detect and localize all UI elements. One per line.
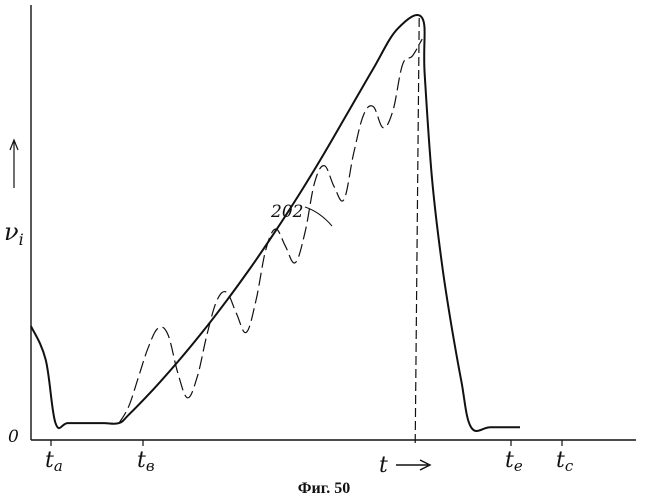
x-tick-labels: tatвtetc (45, 448, 574, 475)
x-tick-label-sub: в (146, 457, 155, 475)
x-tick-label-base: t (137, 448, 146, 473)
curve-label: 202 (270, 202, 303, 222)
x-tick-label-base: t (505, 448, 514, 473)
x-tick-label-tb: tв (137, 448, 155, 475)
x-tick-label-base: t (556, 448, 565, 473)
series-solid-line (31, 15, 520, 431)
y-axis-label: νi (4, 218, 24, 249)
y-origin-label: 0 (8, 427, 19, 447)
x-ticks (51, 440, 562, 446)
te-dashed-marker (415, 18, 419, 444)
x-tick-label-ta: ta (45, 448, 63, 475)
x-tick-label-sub: c (565, 457, 574, 475)
y-axis-label-sub: i (19, 230, 24, 249)
y-axis-label-base: ν (4, 218, 19, 246)
x-axis-label: t (379, 453, 388, 478)
x-tick-label-tc: tc (556, 448, 574, 475)
x-tick-label-sub: a (54, 457, 63, 475)
x-tick-label-base: t (45, 448, 54, 473)
figure-caption: Фиг. 50 (298, 480, 350, 497)
x-tick-label-sub: e (514, 457, 523, 475)
series-dashed-line (119, 39, 422, 423)
x-tick-label-te: te (505, 448, 523, 475)
